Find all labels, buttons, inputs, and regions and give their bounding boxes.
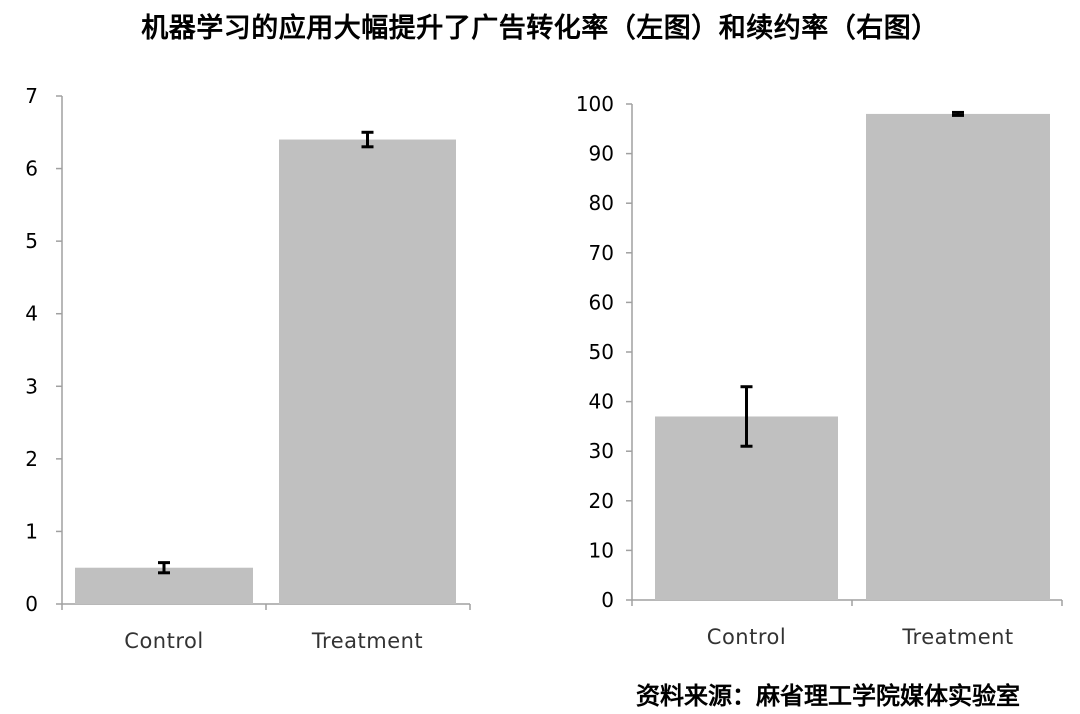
- y-tick-label: 50: [589, 340, 614, 364]
- y-tick-label: 7: [25, 84, 38, 108]
- y-tick-label: 90: [589, 142, 614, 166]
- y-tick-label: 10: [589, 538, 614, 562]
- chart-title: 机器学习的应用大幅提升了广告转化率（左图）和续约率（右图）: [141, 13, 939, 44]
- x-category-label: Control: [124, 629, 203, 653]
- y-tick-label: 6: [25, 157, 38, 181]
- y-tick-label: 3: [25, 374, 38, 398]
- source-note: 资料来源：麻省理工学院媒体实验室: [636, 682, 1020, 710]
- bar-treatment: [279, 139, 456, 605]
- y-tick-label: 40: [589, 390, 614, 414]
- y-tick-label: 80: [589, 191, 614, 215]
- y-tick-label: 1: [25, 519, 38, 543]
- bar-treatment: [866, 113, 1050, 601]
- left-chart: 0 1 2 3 4 5 6 7 Control Treatment: [25, 84, 471, 653]
- y-tick-label: 30: [589, 439, 614, 463]
- y-tick-label: 5: [25, 229, 38, 253]
- y-tick-label: 4: [25, 302, 38, 326]
- y-tick-label: 2: [25, 447, 38, 471]
- x-category-label: Treatment: [901, 625, 1013, 649]
- y-tick-label: 20: [589, 489, 614, 513]
- x-category-label: Control: [707, 625, 786, 649]
- y-tick-label: 70: [589, 241, 614, 265]
- x-category-label: Treatment: [311, 629, 423, 653]
- right-chart: 0 10 20 30 40 50 60 70 80 90 100 Control Treatment: [576, 92, 1063, 649]
- y-tick-label: 60: [589, 290, 614, 314]
- y-tick-label: 100: [576, 92, 614, 116]
- y-tick-label: 0: [601, 588, 614, 612]
- y-tick-label: 0: [25, 592, 38, 616]
